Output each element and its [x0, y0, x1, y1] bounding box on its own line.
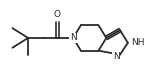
Text: N: N [113, 52, 119, 61]
Text: O: O [54, 10, 61, 19]
Text: N: N [70, 33, 76, 42]
Text: NH: NH [131, 38, 144, 47]
